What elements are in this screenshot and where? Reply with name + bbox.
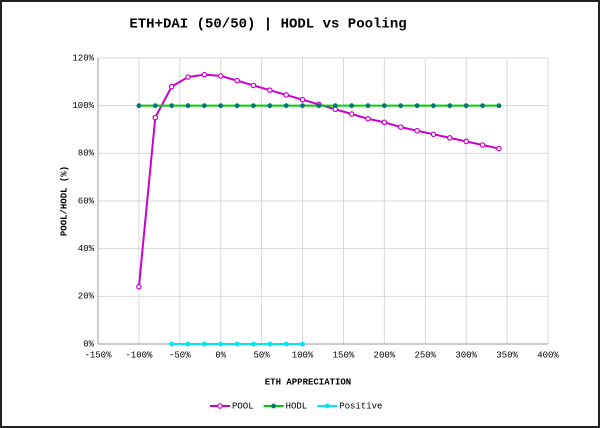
data-point: [447, 103, 453, 109]
data-point: [217, 73, 224, 79]
data-point: [348, 111, 355, 117]
data-point: [480, 103, 485, 109]
data-point: [414, 127, 420, 134]
data-point: [365, 115, 371, 122]
x-tick-label: 100%: [292, 350, 314, 360]
data-point: [136, 283, 142, 290]
chart-title: ETH+DAI (50/50) | HODL vs Pooling: [129, 17, 406, 33]
data-point: [152, 114, 159, 121]
data-point: [283, 92, 289, 98]
data-point: [267, 87, 273, 93]
data-point: [201, 341, 207, 347]
x-tick-label: 400%: [537, 350, 559, 360]
data-point: [381, 119, 388, 126]
data-point: [201, 71, 208, 78]
data-point: [332, 103, 338, 109]
y-axis-label: POOL/HODL (%): [59, 166, 69, 236]
legend-marker: [271, 403, 277, 409]
data-point: [152, 103, 158, 109]
data-point: [365, 103, 371, 109]
data-point: [234, 341, 240, 347]
data-point: [300, 341, 305, 347]
data-point: [218, 341, 224, 347]
data-point: [267, 341, 273, 347]
data-point: [463, 103, 469, 109]
x-tick-label: 200%: [374, 350, 396, 360]
data-point: [168, 83, 175, 90]
data-point: [300, 103, 305, 109]
x-tick-label: 350%: [496, 350, 518, 360]
data-point: [398, 103, 404, 109]
x-tick-label: 300%: [455, 350, 477, 360]
data-point: [185, 341, 191, 347]
data-point: [447, 135, 453, 141]
data-point: [463, 138, 469, 145]
data-point: [283, 341, 289, 347]
legend-label: HODL: [286, 401, 308, 411]
x-tick-label: -50%: [169, 350, 191, 360]
data-point: [169, 341, 175, 347]
y-tick-label: 20%: [78, 292, 95, 302]
x-tick-label: -100%: [125, 350, 153, 360]
y-tick-label: 120%: [72, 53, 94, 63]
x-tick-label: -150%: [84, 350, 112, 360]
data-point: [234, 103, 240, 109]
data-point: [185, 74, 191, 80]
data-point: [299, 96, 306, 103]
x-tick-label: 250%: [414, 350, 436, 360]
legend-label: POOL: [232, 401, 254, 411]
x-tick-label: 150%: [333, 350, 355, 360]
data-point: [430, 131, 437, 138]
y-tick-label: 80%: [78, 149, 95, 159]
data-point: [316, 103, 322, 109]
legend-marker: [217, 403, 223, 409]
data-point: [496, 145, 502, 152]
data-point: [496, 103, 502, 109]
data-point: [431, 103, 436, 109]
x-tick-label: 0%: [215, 350, 226, 360]
data-point: [218, 103, 224, 109]
data-point: [251, 341, 256, 347]
y-tick-label: 0%: [83, 339, 94, 349]
data-point: [169, 103, 175, 109]
x-axis-label: ETH APPRECIATION: [265, 377, 351, 387]
y-tick-label: 40%: [78, 244, 95, 254]
data-point: [201, 103, 207, 109]
data-point: [349, 103, 355, 109]
x-tick-label: 50%: [254, 350, 271, 360]
data-point: [414, 103, 420, 109]
data-point: [267, 103, 273, 109]
y-tick-label: 100%: [72, 101, 94, 111]
data-point: [397, 124, 404, 130]
legend-label: Positive: [339, 401, 382, 411]
data-point: [136, 103, 142, 109]
y-tick-label: 60%: [78, 196, 95, 206]
data-point: [250, 82, 257, 89]
data-point: [234, 77, 240, 84]
data-point: [479, 142, 486, 148]
data-point: [251, 103, 256, 109]
data-point: [381, 103, 387, 109]
legend-marker: [324, 403, 330, 409]
data-point: [185, 103, 191, 109]
data-point: [283, 103, 289, 109]
